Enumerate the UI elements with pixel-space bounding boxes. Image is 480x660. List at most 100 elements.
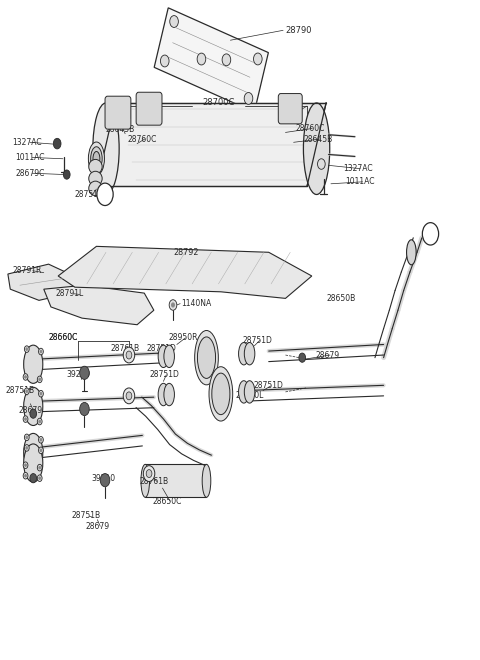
Text: 28751B: 28751B [5, 386, 35, 395]
Ellipse shape [209, 367, 233, 421]
Circle shape [40, 438, 42, 441]
Text: A: A [102, 190, 108, 199]
Circle shape [170, 16, 179, 28]
Circle shape [318, 159, 325, 170]
Circle shape [123, 388, 135, 404]
Text: 28760C: 28760C [295, 124, 324, 133]
Text: 28792: 28792 [173, 248, 199, 257]
Circle shape [80, 403, 89, 416]
Polygon shape [44, 285, 154, 325]
Text: 28760C: 28760C [128, 135, 157, 143]
Circle shape [146, 470, 152, 478]
Circle shape [244, 92, 253, 104]
Ellipse shape [93, 103, 119, 195]
Text: 28791R: 28791R [12, 266, 42, 275]
Circle shape [38, 391, 43, 397]
Ellipse shape [24, 387, 43, 426]
Circle shape [80, 366, 89, 379]
Text: 1140NA: 1140NA [181, 299, 212, 308]
Text: 28660C: 28660C [48, 333, 78, 343]
Circle shape [26, 436, 28, 439]
Circle shape [123, 347, 135, 363]
Ellipse shape [244, 343, 255, 365]
Text: 28751D: 28751D [242, 336, 272, 345]
Circle shape [126, 392, 132, 400]
Text: 28645B: 28645B [303, 135, 333, 143]
Ellipse shape [195, 331, 218, 385]
Ellipse shape [164, 383, 174, 406]
Ellipse shape [89, 172, 102, 185]
Ellipse shape [91, 147, 102, 170]
Circle shape [144, 466, 155, 482]
Circle shape [23, 473, 28, 479]
Circle shape [422, 222, 439, 245]
Text: 1011AC: 1011AC [345, 178, 375, 186]
Circle shape [38, 447, 43, 453]
Circle shape [197, 53, 206, 65]
Circle shape [40, 350, 42, 353]
Text: 1327AC: 1327AC [12, 138, 42, 147]
Text: 28761B: 28761B [111, 344, 140, 353]
Circle shape [24, 445, 29, 451]
Circle shape [222, 54, 231, 66]
Text: A: A [428, 229, 433, 238]
Circle shape [169, 300, 177, 310]
Circle shape [253, 53, 262, 65]
Circle shape [40, 449, 42, 451]
Circle shape [39, 420, 41, 423]
Circle shape [24, 418, 26, 420]
Text: 1327AC: 1327AC [343, 164, 372, 173]
Circle shape [37, 376, 42, 383]
Ellipse shape [239, 381, 249, 403]
Ellipse shape [244, 381, 255, 403]
Circle shape [38, 436, 43, 443]
Circle shape [299, 353, 306, 362]
Text: 28950L: 28950L [235, 391, 264, 401]
Circle shape [53, 139, 61, 149]
Ellipse shape [212, 373, 230, 414]
Ellipse shape [407, 240, 416, 265]
Ellipse shape [158, 383, 168, 406]
FancyBboxPatch shape [278, 94, 302, 124]
FancyBboxPatch shape [136, 92, 162, 125]
Text: 28790: 28790 [286, 26, 312, 35]
Text: 28700C: 28700C [202, 98, 235, 108]
Circle shape [97, 183, 113, 205]
Ellipse shape [303, 103, 330, 195]
Circle shape [26, 348, 28, 350]
Circle shape [30, 474, 36, 483]
Polygon shape [96, 103, 326, 186]
Circle shape [37, 475, 42, 481]
Text: 28751D: 28751D [149, 370, 179, 380]
Text: 28751D: 28751D [147, 344, 177, 353]
Ellipse shape [202, 465, 211, 497]
Circle shape [30, 409, 36, 418]
Circle shape [160, 55, 169, 67]
Text: 39210: 39210 [67, 370, 91, 380]
Circle shape [37, 465, 42, 471]
Circle shape [171, 303, 175, 307]
Ellipse shape [141, 465, 150, 497]
Circle shape [23, 416, 28, 422]
Circle shape [37, 418, 42, 425]
FancyBboxPatch shape [105, 96, 131, 129]
Polygon shape [154, 8, 268, 112]
Text: 28761B: 28761B [140, 477, 168, 486]
Ellipse shape [93, 152, 100, 166]
Text: 39210: 39210 [92, 474, 116, 482]
Circle shape [63, 170, 70, 179]
Circle shape [39, 477, 41, 480]
Ellipse shape [88, 142, 105, 175]
Text: 28679: 28679 [86, 522, 110, 531]
Circle shape [40, 393, 42, 395]
Ellipse shape [89, 181, 102, 195]
Polygon shape [58, 246, 312, 298]
Text: 28950R: 28950R [168, 333, 198, 343]
Circle shape [39, 378, 41, 381]
Text: 28679: 28679 [19, 406, 43, 415]
Ellipse shape [158, 345, 168, 368]
Circle shape [39, 467, 41, 469]
Circle shape [24, 464, 26, 467]
Circle shape [24, 388, 29, 395]
Text: 1011AC: 1011AC [15, 153, 45, 162]
